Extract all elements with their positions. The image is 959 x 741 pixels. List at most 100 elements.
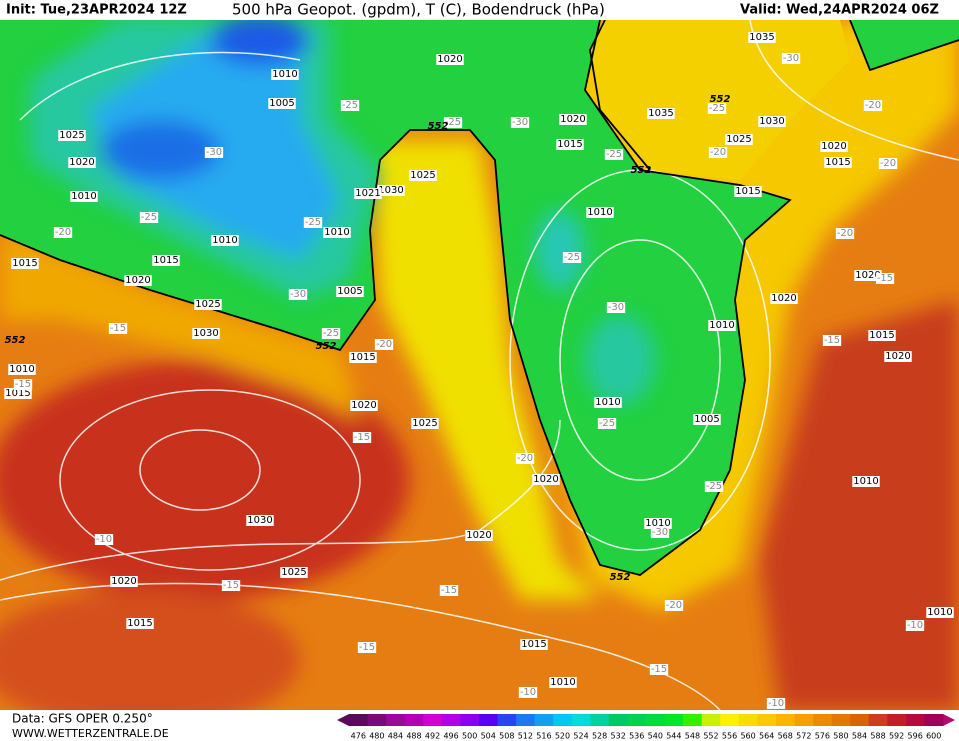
- pressure-label-box: [748, 32, 776, 43]
- temperature-label-box: [357, 642, 377, 653]
- temperature-label: -25: [599, 418, 615, 429]
- legend-label: 480: [369, 732, 384, 741]
- pressure-label-box: [268, 98, 296, 109]
- temperature-label: -20: [55, 227, 71, 238]
- pressure-label: 1025: [410, 170, 435, 181]
- legend-swatch: [460, 714, 480, 726]
- legend-swatch: [423, 714, 443, 726]
- temperature-label: -25: [706, 481, 722, 492]
- pressure-label-box: [271, 69, 299, 80]
- legend-label: 588: [870, 732, 885, 741]
- legend-label: 484: [388, 732, 403, 741]
- pressure-label-box: [734, 186, 762, 197]
- pressure-label-box: [926, 607, 954, 618]
- pressure-label: 1010: [272, 69, 297, 80]
- legend-swatch: [664, 714, 684, 726]
- pressure-label-box: [520, 639, 548, 650]
- pressure-label-box: [4, 388, 32, 399]
- temperature-label-box: [664, 600, 684, 611]
- legend-label: 492: [425, 732, 440, 741]
- temperature-label-box: [707, 103, 727, 114]
- pressure-label-box: [770, 293, 798, 304]
- pressure-label: 1015: [127, 618, 152, 629]
- temperature-label: -20: [837, 228, 853, 239]
- pressure-label-box: [336, 286, 364, 297]
- legend-swatch: [683, 714, 703, 726]
- temperature-label-box: [650, 527, 670, 538]
- temperature-label: -15: [441, 585, 457, 596]
- legend-swatch: [367, 714, 387, 726]
- temperature-label-box: [766, 698, 786, 709]
- pressure-label-box: [411, 418, 439, 429]
- pressure-label-box: [758, 116, 786, 127]
- pressure-label: 1020: [560, 114, 585, 125]
- temperature-label: -20: [880, 158, 896, 169]
- pressure-label-box: [194, 299, 222, 310]
- pressure-label: 1010: [71, 191, 96, 202]
- pressure-label: 1025: [412, 418, 437, 429]
- legend-swatch: [386, 714, 406, 726]
- pressure-label: 1005: [337, 286, 362, 297]
- legend-label: 520: [555, 732, 570, 741]
- pressure-label-box: [532, 474, 560, 485]
- temperature-label: -30: [290, 289, 306, 300]
- pressure-label: 1025: [59, 130, 84, 141]
- pressure-label-box: [11, 258, 39, 269]
- legend-label: 596: [908, 732, 923, 741]
- temperature-label-box: [303, 217, 323, 228]
- pressure-label-box: [647, 108, 675, 119]
- legend-label: 576: [815, 732, 830, 741]
- pressure-label: 1030: [378, 185, 403, 196]
- legend-swatch: [478, 714, 498, 726]
- pressure-label-box: [820, 141, 848, 152]
- geopotential-label: 552: [428, 121, 449, 132]
- pressure-label: 1015: [5, 388, 30, 399]
- legend-label: 580: [833, 732, 848, 741]
- pressure-label-box: [586, 207, 614, 218]
- temperature-label: -30: [652, 527, 668, 538]
- pressure-label-box: [152, 255, 180, 266]
- geopotential-label: 552: [631, 165, 652, 176]
- pressure-label: 1015: [869, 330, 894, 341]
- temperature-label-box: [53, 227, 73, 238]
- pressure-label: 1015: [12, 258, 37, 269]
- pressure-label-box: [246, 515, 274, 526]
- temperature-label: -25: [709, 103, 725, 114]
- legend-swatch: [646, 714, 666, 726]
- pressure-label: 1035: [749, 32, 774, 43]
- pressure-label: 1010: [9, 364, 34, 375]
- temperature-label-box: [822, 335, 842, 346]
- temperature-label-box: [352, 432, 372, 443]
- valid-time: Valid: Wed,24APR2024 06Z: [740, 3, 939, 18]
- temperature-label-box: [94, 534, 114, 545]
- legend-swatch: [905, 714, 925, 726]
- temperature-label: -20: [710, 147, 726, 158]
- legend-label: 564: [759, 732, 774, 741]
- pressure-label: 1035: [648, 108, 673, 119]
- pressure-label-box: [409, 170, 437, 181]
- temperature-label: -20: [865, 100, 881, 111]
- pressure-label: 1010: [927, 607, 952, 618]
- legend-label: 572: [796, 732, 811, 741]
- pressure-label-box: [559, 114, 587, 125]
- geopotential-label: 552: [710, 94, 731, 105]
- pressure-label: 1020: [466, 530, 491, 541]
- legend-label: 548: [685, 732, 700, 741]
- legend-arrow-right: [943, 714, 955, 726]
- temperature-label: -15: [223, 580, 239, 591]
- legend-swatch: [590, 714, 610, 726]
- temperature-label: -15: [651, 664, 667, 675]
- temperature-label-box: [878, 158, 898, 169]
- temperature-label-box: [708, 147, 728, 158]
- temperature-label-box: [340, 100, 360, 111]
- temperature-label: -25: [141, 212, 157, 223]
- legend-swatch: [757, 714, 777, 726]
- pressure-label-box: [725, 134, 753, 145]
- pressure-label-box: [280, 567, 308, 578]
- legend-swatch: [738, 714, 758, 726]
- pressure-label: 1015: [557, 139, 582, 150]
- temperature-label: -20: [517, 453, 533, 464]
- temperature-label-box: [374, 339, 394, 350]
- pressure-label: 1015: [350, 352, 375, 363]
